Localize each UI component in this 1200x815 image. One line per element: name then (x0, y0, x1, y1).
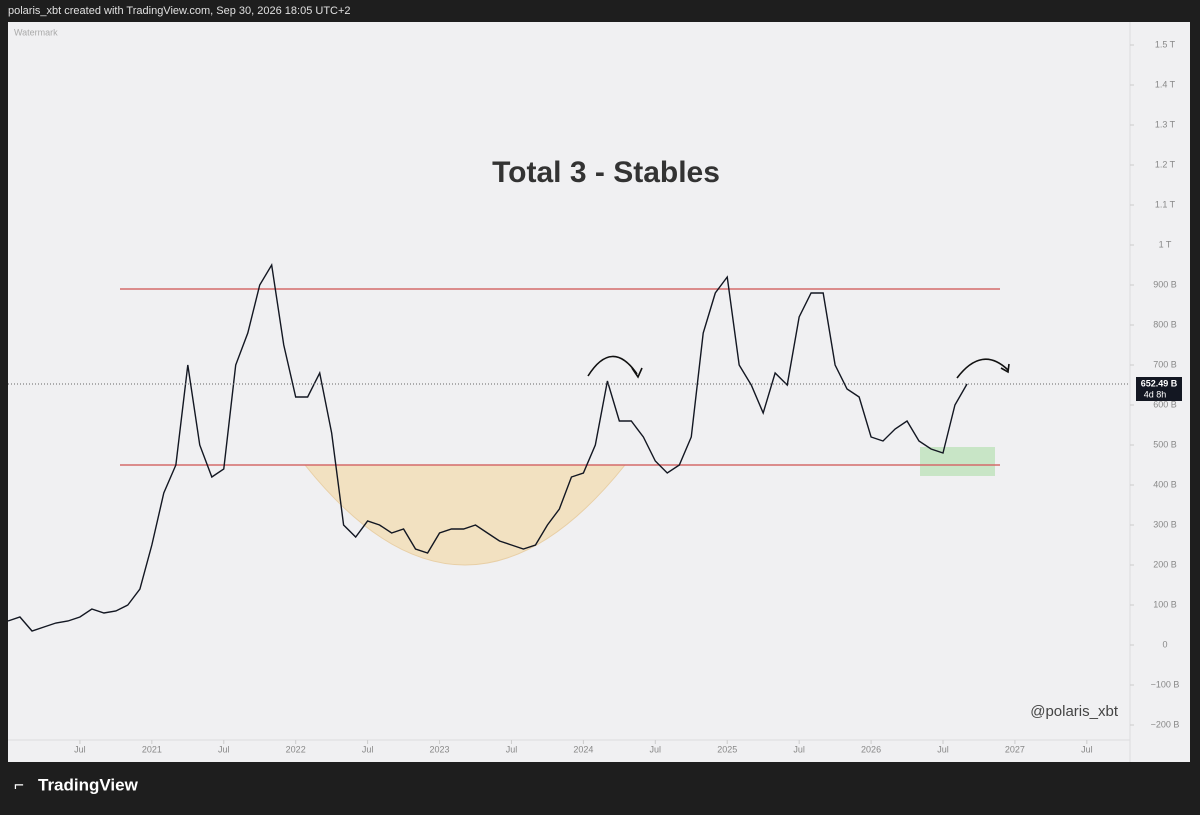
x-tick-label: Jul (793, 744, 805, 754)
x-tick-label: Jul (218, 744, 230, 754)
chart-panel (8, 22, 1190, 762)
y-tick-label: 1.1 T (1155, 199, 1176, 209)
x-tick-label: Jul (74, 744, 86, 754)
support-box (920, 447, 995, 476)
x-tick-label: 2026 (861, 744, 881, 754)
arrow (956, 358, 1009, 379)
y-tick-label: 100 B (1153, 599, 1177, 609)
signature: @polaris_xbt (1030, 703, 1119, 720)
y-tick-label: −100 B (1151, 679, 1180, 689)
price-label: 652.49 B (1141, 378, 1178, 388)
y-tick-label: 1.4 T (1155, 79, 1176, 89)
cup-shape (303, 464, 627, 566)
price-badge (1136, 377, 1182, 402)
x-tick-label: 2023 (430, 744, 450, 754)
countdown: 4d 8h (1144, 389, 1167, 399)
y-tick-label: 1 T (1159, 239, 1172, 249)
y-tick-label: 1.3 T (1155, 119, 1176, 129)
y-tick-label: 700 B (1153, 359, 1177, 369)
x-tick-label: 2025 (717, 744, 737, 754)
x-tick-label: 2021 (142, 744, 162, 754)
y-tick-label: 800 B (1153, 319, 1177, 329)
chart-title: Total 3 - Stables (492, 156, 720, 189)
x-tick-label: 2024 (573, 744, 593, 754)
footer-bar (0, 762, 1200, 810)
x-tick-label: Jul (1081, 744, 1093, 754)
arrow-head (1000, 363, 1010, 374)
y-tick-label: 500 B (1153, 439, 1177, 449)
x-tick-label: 2027 (1005, 744, 1025, 754)
footer-logo: TradingView (38, 775, 139, 794)
y-tick-label: 600 B (1153, 399, 1177, 409)
y-tick-label: 200 B (1153, 559, 1177, 569)
y-tick-label: 900 B (1153, 279, 1177, 289)
x-tick-label: Jul (937, 744, 949, 754)
header: polaris_xbt created with TradingView.com… (8, 5, 351, 17)
y-tick-label: 400 B (1153, 479, 1177, 489)
price-line (7, 262, 968, 632)
arrow-head (631, 367, 643, 379)
y-tick-label: 300 B (1153, 519, 1177, 529)
y-tick-label: −200 B (1151, 719, 1180, 729)
y-tick-label: 1.2 T (1155, 159, 1176, 169)
x-tick-label: Jul (650, 744, 662, 754)
logo-mark: ⌐ (14, 775, 24, 794)
y-tick-label: 0 (1162, 639, 1167, 649)
x-tick-label: Jul (362, 744, 374, 754)
x-tick-label: Jul (506, 744, 518, 754)
watermark: Watermark (14, 27, 58, 37)
y-tick-label: 1.5 T (1155, 39, 1176, 49)
x-tick-label: 2022 (286, 744, 306, 754)
